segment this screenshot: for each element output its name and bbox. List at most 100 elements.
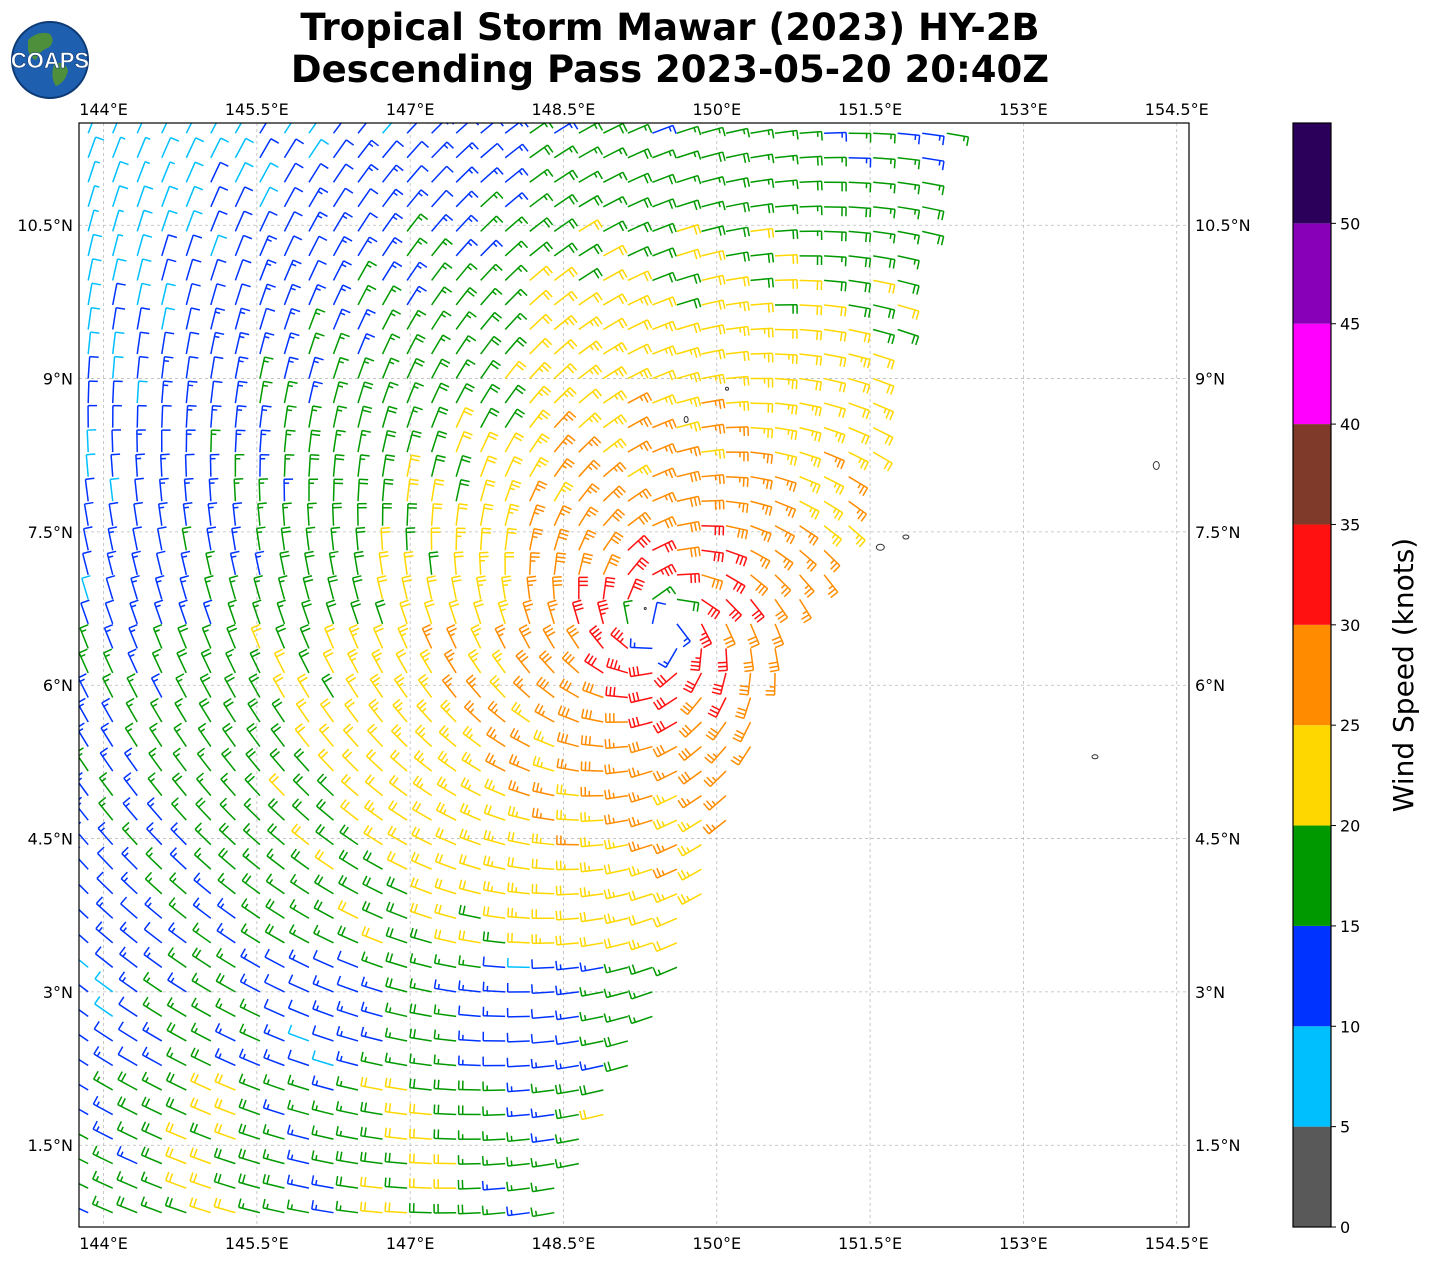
wind-barb bbox=[485, 752, 506, 772]
wind-barb bbox=[508, 754, 531, 772]
wind-barb bbox=[384, 1152, 408, 1165]
colorbar-tick-label: 10 bbox=[1340, 1017, 1360, 1036]
wind-barb bbox=[554, 1108, 579, 1120]
wind-barb bbox=[79, 796, 89, 821]
wind-barb bbox=[627, 440, 653, 453]
island-outline bbox=[725, 386, 730, 391]
wind-barb bbox=[602, 390, 628, 404]
wind-barb bbox=[622, 599, 633, 625]
wind-barb bbox=[651, 601, 667, 625]
wind-barb bbox=[210, 356, 224, 379]
wind-barb bbox=[534, 703, 555, 723]
wind-barb bbox=[259, 356, 274, 379]
wind-barb bbox=[283, 138, 305, 159]
wind-barb bbox=[313, 899, 334, 919]
wind-barb bbox=[508, 780, 530, 797]
wind-barb bbox=[123, 772, 138, 797]
wind-barb bbox=[241, 872, 261, 895]
wind-barb bbox=[799, 279, 823, 291]
wind-barb bbox=[257, 502, 267, 526]
wind-barb bbox=[84, 477, 95, 502]
wind-barb bbox=[506, 1057, 530, 1068]
wind-barb bbox=[357, 478, 369, 502]
wind-barb bbox=[249, 648, 261, 674]
wind-barb bbox=[219, 797, 236, 821]
wind-barb bbox=[579, 862, 604, 873]
island-outline bbox=[683, 415, 689, 423]
wind-barb bbox=[156, 526, 167, 551]
wind-barb bbox=[483, 855, 506, 870]
wind-barb bbox=[357, 381, 374, 404]
wind-barb bbox=[602, 366, 628, 380]
wind-barb bbox=[357, 284, 377, 306]
wind-barb bbox=[872, 328, 896, 345]
wind-barb bbox=[701, 175, 726, 186]
wind-barb bbox=[478, 551, 489, 575]
wind-barb bbox=[433, 1179, 457, 1189]
wind-barb bbox=[416, 699, 433, 723]
wind-barb bbox=[707, 697, 727, 718]
wind-barb bbox=[408, 1153, 432, 1165]
wind-barb bbox=[578, 483, 600, 502]
x-tick-label-bottom: 153°E bbox=[999, 1234, 1048, 1253]
wind-barb bbox=[372, 623, 384, 649]
wind-barb bbox=[799, 304, 823, 316]
wind-barb bbox=[362, 850, 383, 870]
wind-barb bbox=[504, 123, 529, 134]
wind-barb bbox=[136, 209, 153, 232]
wind-barb bbox=[604, 738, 628, 750]
wind-barb bbox=[287, 1024, 310, 1042]
wind-barb bbox=[381, 429, 397, 453]
wind-barb bbox=[105, 574, 116, 600]
wind-barb bbox=[451, 575, 462, 600]
wind-barb bbox=[337, 925, 359, 944]
wind-barb bbox=[774, 229, 799, 240]
wind-barb bbox=[823, 353, 847, 368]
wind-barb bbox=[848, 500, 868, 522]
wind-barb bbox=[676, 347, 702, 358]
wind-barb bbox=[482, 931, 506, 944]
wind-barb bbox=[87, 306, 101, 330]
wind-barb bbox=[431, 165, 454, 183]
wind-barb bbox=[701, 126, 726, 137]
wind-barb bbox=[183, 477, 194, 502]
wind-barb bbox=[580, 786, 604, 797]
wind-barb bbox=[335, 1151, 359, 1165]
wind-barb bbox=[222, 722, 236, 747]
wind-barb bbox=[627, 915, 653, 926]
wind-barb bbox=[538, 650, 555, 674]
wind-barb bbox=[457, 1055, 481, 1067]
wind-barb bbox=[433, 1154, 457, 1165]
wind-barb bbox=[360, 1001, 383, 1018]
wind-barb bbox=[194, 822, 212, 846]
wind-barb bbox=[571, 599, 584, 625]
wind-barb bbox=[458, 879, 481, 895]
wind-barb bbox=[164, 1171, 187, 1189]
wind-barb bbox=[308, 211, 328, 232]
wind-barb bbox=[798, 598, 812, 624]
wind-barb bbox=[578, 123, 604, 134]
wind-barb bbox=[388, 800, 408, 821]
wind-barb bbox=[872, 304, 896, 319]
colorbar-label: Wind Speed (knots) bbox=[1387, 538, 1420, 812]
wind-barb bbox=[457, 1179, 481, 1190]
wind-barb bbox=[221, 747, 236, 772]
wind-barb bbox=[602, 293, 628, 306]
wind-barb bbox=[774, 129, 799, 140]
wind-barb bbox=[480, 407, 500, 428]
wind-barb bbox=[455, 311, 477, 330]
wind-barb bbox=[179, 575, 189, 600]
wind-barb bbox=[87, 123, 93, 134]
wind-barb bbox=[154, 574, 165, 600]
wind-barb bbox=[532, 781, 555, 797]
wind-barb bbox=[602, 414, 628, 429]
wind-barb bbox=[259, 283, 276, 306]
wind-barb bbox=[652, 345, 677, 357]
wind-barb bbox=[287, 1074, 310, 1091]
wind-barb bbox=[799, 328, 823, 341]
wind-barb bbox=[316, 773, 335, 797]
wind-barb bbox=[381, 140, 405, 159]
wind-barb bbox=[652, 124, 677, 135]
wind-barb bbox=[167, 947, 187, 968]
